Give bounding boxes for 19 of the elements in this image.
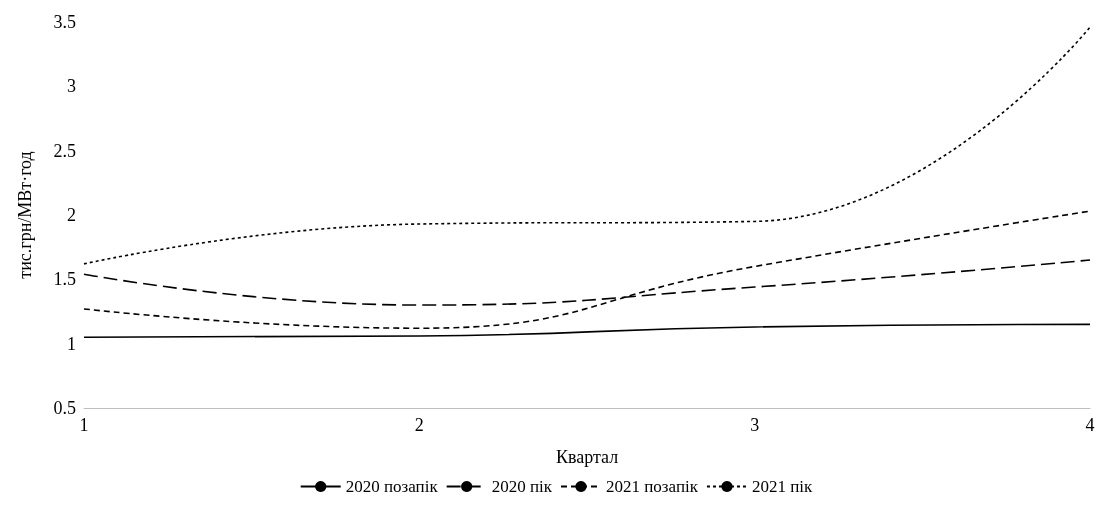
x-tick-label: 2: [414, 415, 424, 435]
y-tick-label: 0.5: [53, 398, 76, 418]
y-tick-label: 2: [67, 205, 76, 225]
line-series: [83, 26, 1091, 265]
legend-label: 2021 пік: [751, 477, 814, 496]
line-series: [83, 323, 1091, 339]
x-tick-label: 3: [750, 415, 760, 435]
y-tick-label: 1: [67, 333, 76, 354]
y-tick-label: 2.5: [53, 140, 76, 161]
y-tick-label: 1.5: [53, 269, 76, 290]
legend-label: 2020 пік: [491, 477, 553, 496]
legend-label: 2020 позапік: [345, 477, 439, 496]
y-tick-label: 3: [67, 76, 76, 97]
y-tick-label: 3.5: [53, 12, 76, 32]
x-tick-label: 4: [1085, 415, 1095, 435]
line-series: [83, 210, 1091, 330]
legend-label: 2021 позапік: [606, 477, 699, 496]
y-axis-title: тис.грн/МВт·год: [15, 151, 35, 279]
x-axis-title: Квартал: [555, 447, 619, 467]
